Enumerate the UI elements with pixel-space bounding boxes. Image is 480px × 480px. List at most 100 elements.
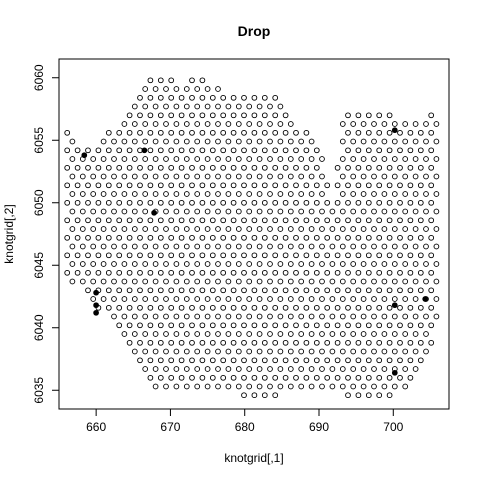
data-point	[371, 173, 377, 180]
data-point	[220, 234, 227, 241]
data-point	[308, 313, 315, 320]
data-point	[209, 112, 216, 119]
data-point	[261, 199, 268, 206]
data-point	[391, 313, 398, 320]
data-point	[235, 103, 242, 110]
data-point	[319, 156, 325, 162]
data-point	[235, 208, 242, 215]
data-point	[178, 234, 185, 241]
data-point	[334, 304, 341, 311]
data-point	[173, 103, 180, 110]
data-point	[256, 173, 263, 180]
data-point	[376, 269, 383, 276]
data-point	[287, 243, 294, 250]
data-point	[137, 287, 143, 294]
data-point	[121, 278, 128, 285]
data-point	[386, 339, 393, 346]
data-point	[391, 138, 398, 145]
data-point	[111, 173, 117, 180]
data-point	[64, 164, 71, 171]
data-point	[267, 226, 273, 232]
data-point	[267, 121, 273, 127]
data-point	[365, 147, 372, 154]
data-point	[397, 129, 403, 136]
data-point	[90, 278, 97, 285]
data-point	[293, 164, 299, 171]
x-axis-label: knotgrid[,1]	[224, 451, 283, 465]
data-point	[355, 287, 362, 294]
data-point	[272, 147, 279, 154]
data-point	[189, 182, 195, 189]
data-point	[230, 199, 237, 206]
data-point	[199, 322, 206, 329]
data-point	[137, 322, 143, 329]
data-point	[371, 226, 377, 232]
data-point	[111, 243, 117, 250]
data-point	[163, 86, 169, 92]
data-point	[178, 199, 185, 206]
data-point	[173, 121, 180, 127]
data-point	[334, 164, 341, 171]
data-point	[157, 252, 164, 259]
data-point	[360, 261, 367, 267]
data-point	[256, 348, 263, 355]
data-point	[350, 243, 357, 250]
data-point	[189, 252, 195, 259]
data-point	[386, 164, 393, 171]
data-point	[147, 164, 154, 171]
data-point	[423, 331, 429, 337]
data-point	[204, 243, 211, 250]
data-point	[90, 226, 97, 232]
data-point	[157, 217, 164, 224]
data-point	[204, 278, 211, 285]
data-point	[178, 182, 185, 189]
data-point	[345, 339, 351, 346]
data-point	[194, 261, 201, 267]
data-point	[293, 357, 299, 364]
data-point	[272, 374, 279, 381]
data-point	[199, 287, 206, 294]
data-point	[116, 322, 123, 329]
data-point	[313, 269, 320, 276]
data-point	[168, 112, 175, 119]
data-point	[407, 217, 414, 224]
data-point	[381, 296, 388, 302]
data-point	[287, 226, 294, 232]
data-point	[282, 322, 289, 329]
data-point	[215, 348, 221, 355]
data-point	[381, 208, 388, 215]
data-point	[417, 304, 424, 311]
data-point	[386, 252, 393, 259]
data-point	[386, 199, 393, 206]
data-point	[329, 278, 336, 285]
data-point	[428, 269, 435, 276]
data-point	[391, 243, 398, 250]
data-point	[277, 296, 284, 302]
data-point	[308, 191, 315, 197]
data-point	[173, 191, 180, 197]
data-point	[417, 129, 424, 136]
data-point	[100, 296, 107, 302]
data-point	[137, 269, 143, 276]
data-point	[126, 304, 133, 311]
data-point	[423, 173, 429, 180]
data-point	[376, 322, 383, 329]
data-point	[178, 94, 185, 101]
data-point	[204, 366, 211, 372]
data-point	[152, 191, 159, 197]
data-point	[324, 287, 331, 294]
data-point	[303, 339, 310, 346]
data-point	[230, 129, 237, 136]
data-point	[220, 217, 227, 224]
data-point	[116, 234, 123, 241]
data-point	[178, 112, 185, 119]
data-point	[355, 199, 362, 206]
data-point	[371, 208, 377, 215]
filled-data-point	[391, 302, 398, 309]
data-point	[324, 339, 331, 346]
data-point	[345, 112, 351, 119]
data-point	[282, 129, 289, 136]
data-point	[350, 278, 357, 285]
data-point	[173, 278, 180, 285]
data-point	[261, 217, 268, 224]
